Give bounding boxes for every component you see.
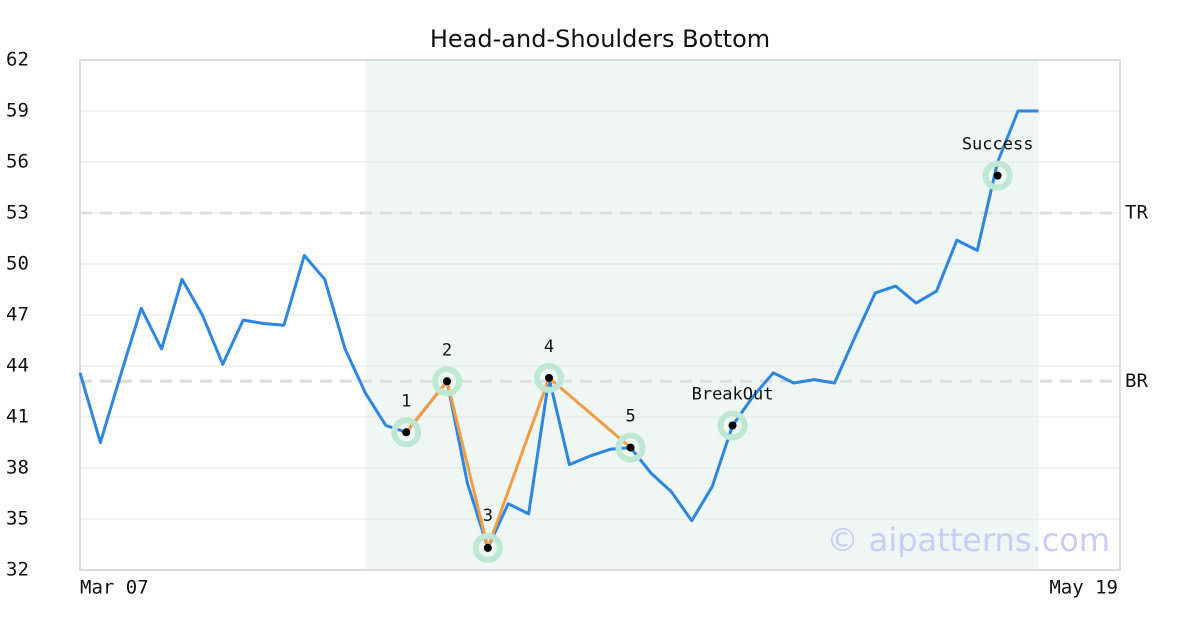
watermark: © aipatterns.com xyxy=(827,521,1110,559)
y-tick-label: 38 xyxy=(6,457,29,479)
marker-halo xyxy=(717,410,748,441)
price-line xyxy=(78,109,1039,550)
reference-label: TR xyxy=(1125,202,1148,224)
marker-label: 1 xyxy=(401,391,411,411)
plot-frame xyxy=(79,59,1121,571)
y-tick-label: 50 xyxy=(6,253,29,275)
y-tick-label: 44 xyxy=(6,355,29,377)
marker-dot xyxy=(402,428,411,437)
marker-halo xyxy=(391,417,422,448)
x-tick-label: Mar 07 xyxy=(80,577,149,599)
marker-dot xyxy=(993,171,1002,180)
x-tick-label: May 19 xyxy=(1049,577,1118,599)
marker-label: 4 xyxy=(544,337,554,357)
reference-label: BR xyxy=(1125,370,1148,392)
marker-label: 5 xyxy=(625,407,635,427)
y-tick-label: 53 xyxy=(6,202,29,224)
marker-label: BreakOut xyxy=(692,385,774,405)
y-tick-label: 32 xyxy=(6,559,29,581)
y-tick-label: 41 xyxy=(6,406,29,428)
marker-dot xyxy=(626,443,635,452)
marker-halo xyxy=(534,362,565,393)
marker-dot xyxy=(728,421,737,430)
marker-label: 2 xyxy=(442,340,452,360)
chart-title: Head-and-Shoulders Bottom xyxy=(430,25,770,53)
marker-halo xyxy=(432,366,463,397)
marker-label: Success xyxy=(962,135,1034,155)
marker-dot xyxy=(483,543,492,552)
y-tick-label: 59 xyxy=(6,100,29,122)
marker-label: 3 xyxy=(483,506,493,526)
y-tick-label: 56 xyxy=(6,151,29,173)
marker-halo xyxy=(982,160,1013,191)
marker-dot xyxy=(443,377,452,386)
marker-halo xyxy=(615,432,646,463)
y-tick-label: 47 xyxy=(6,304,29,326)
y-tick-label: 62 xyxy=(6,49,29,71)
y-tick-label: 35 xyxy=(6,508,29,530)
marker-dot xyxy=(545,373,554,382)
marker-halo xyxy=(472,532,503,563)
